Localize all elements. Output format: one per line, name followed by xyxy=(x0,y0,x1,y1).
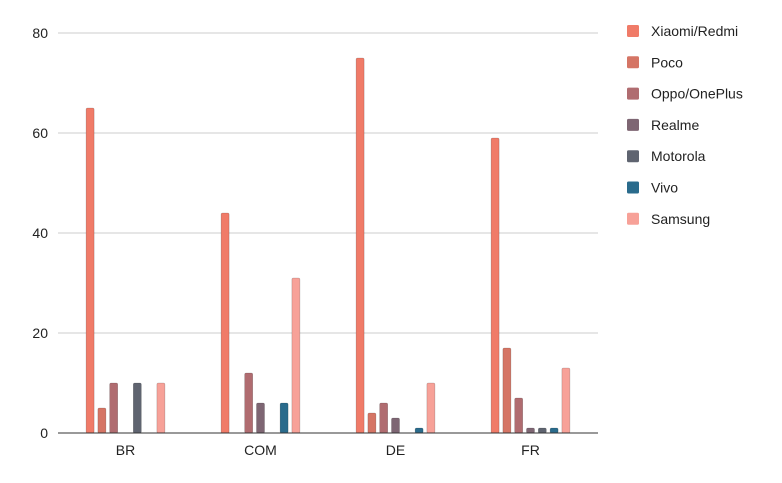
y-tick-label: 40 xyxy=(32,225,48,241)
bar-fr-6 xyxy=(561,367,571,434)
legend-label: Realme xyxy=(651,117,699,133)
bar-fr-3 xyxy=(526,427,535,434)
bar-de-5 xyxy=(414,427,424,434)
bar-br-1 xyxy=(97,407,107,434)
legend-swatch xyxy=(627,212,639,225)
bar-de-1 xyxy=(367,412,377,434)
legend-label: Oppo/OnePlus xyxy=(651,86,743,102)
legend-label: Samsung xyxy=(651,211,710,227)
bar-fr-5 xyxy=(549,427,559,434)
legend-swatch xyxy=(627,150,639,163)
bar-com-6 xyxy=(291,277,301,434)
y-tick-label: 60 xyxy=(32,125,48,141)
x-tick-label: FR xyxy=(521,442,540,458)
bar-br-6 xyxy=(156,382,166,434)
legend-swatch xyxy=(627,25,639,37)
legend-swatch xyxy=(627,181,639,194)
legend-swatch xyxy=(627,56,639,69)
legend-label: Poco xyxy=(651,54,683,70)
bar-de-3 xyxy=(391,417,400,434)
legend-label: Xiaomi/Redmi xyxy=(651,23,738,39)
bars xyxy=(85,57,571,434)
x-tick-label: COM xyxy=(244,442,277,458)
bar-fr-1 xyxy=(502,347,512,434)
y-tick-label: 0 xyxy=(40,425,48,441)
bar-br-0 xyxy=(85,107,95,434)
x-axis-ticks: BR COM DE FR xyxy=(116,442,540,458)
y-tick-label: 80 xyxy=(32,25,48,41)
bar-com-3 xyxy=(256,402,265,434)
legend-swatch xyxy=(627,87,639,100)
gridlines xyxy=(58,32,598,334)
legend: Xiaomi/Redmi Poco Oppo/OnePlus Realme Motoro… xyxy=(627,23,743,227)
bar-de-0 xyxy=(355,57,365,434)
x-tick-label: BR xyxy=(116,442,135,458)
bar-de-6 xyxy=(426,382,436,434)
y-axis-ticks: 0 20 40 60 80 xyxy=(32,25,48,441)
bar-br-4 xyxy=(133,382,142,434)
bar-com-5 xyxy=(279,402,289,434)
bar-fr-2 xyxy=(514,397,524,434)
bar-com-0 xyxy=(220,212,230,434)
legend-swatch xyxy=(627,118,639,131)
bar-de-2 xyxy=(379,402,389,434)
legend-label: Vivo xyxy=(651,180,678,196)
y-tick-label: 20 xyxy=(32,325,48,341)
x-tick-label: DE xyxy=(386,442,405,458)
legend-label: Motorola xyxy=(651,148,706,164)
bar-fr-0 xyxy=(490,137,500,434)
bar-fr-4 xyxy=(537,427,547,434)
bar-com-2 xyxy=(244,372,253,434)
bar-br-2 xyxy=(109,382,118,434)
